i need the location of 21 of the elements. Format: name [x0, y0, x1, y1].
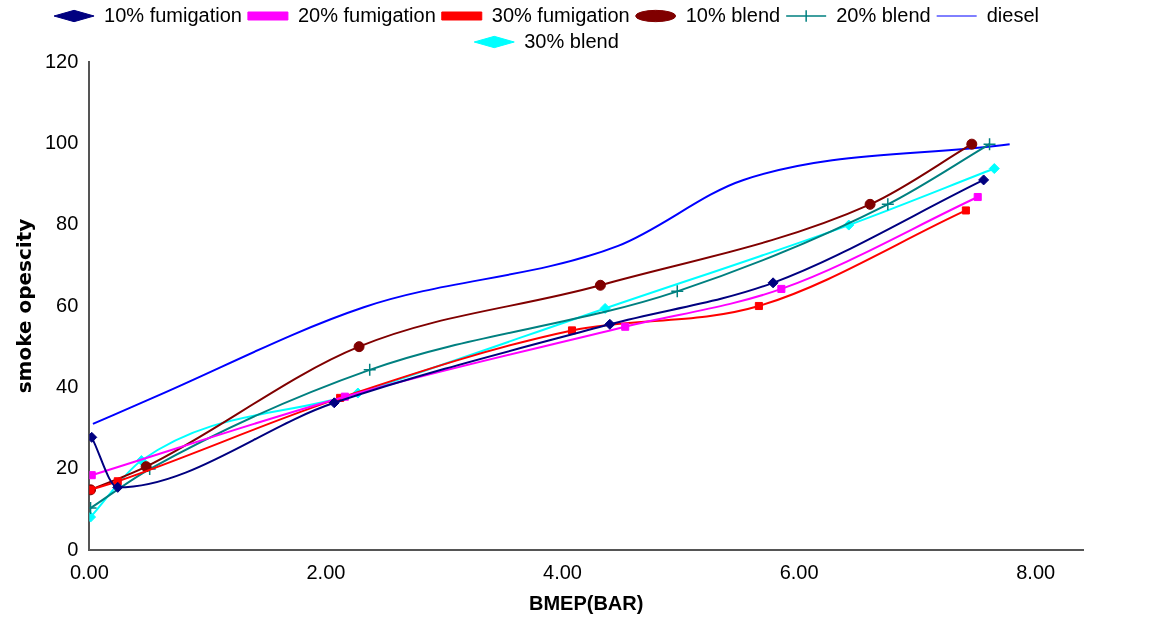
y-tick-label: 100 [44, 130, 79, 153]
x-tick-label: 6.00 [779, 560, 819, 583]
y-tick-label: 60 [56, 293, 79, 316]
x-tick-label: 0.00 [69, 560, 109, 583]
y-axis-title: smoke opescity [12, 218, 37, 394]
x-axis-title: BMEP(BAR) [528, 591, 644, 614]
y-tick-label: 20 [56, 456, 79, 479]
legend-label: 20% fumigation [297, 3, 436, 26]
legend-label: diesel [986, 3, 1039, 26]
legend-label: 10% blend [685, 3, 781, 26]
y-tick-label: 80 [56, 212, 79, 235]
y-tick-label: 120 [44, 49, 79, 72]
x-tick-label: 4.00 [543, 560, 582, 583]
legend-label: 10% fumigation [104, 3, 242, 26]
legend-label: 20% blend [836, 3, 931, 26]
legend-label: 30% blend [524, 29, 619, 52]
y-tick-label: 40 [56, 374, 79, 397]
legend-label: 30% fumigation [491, 3, 630, 26]
x-tick-label: 2.00 [306, 560, 346, 583]
x-tick-label: 8.00 [1016, 560, 1056, 583]
y-tick-label: 0 [67, 537, 79, 560]
